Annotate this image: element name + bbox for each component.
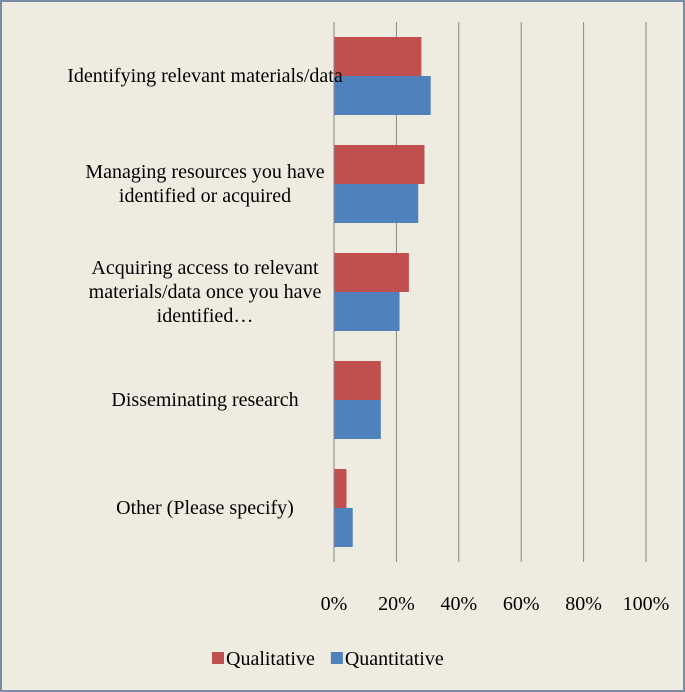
y-tick-label: Disseminating research — [111, 389, 299, 411]
legend-swatch — [212, 652, 224, 664]
y-tick-label: Other (Please specify) — [116, 497, 294, 519]
x-tick-label: 100% — [623, 593, 670, 615]
x-tick-label: 60% — [503, 593, 540, 615]
y-tick-label: Managing resources you have identified o… — [85, 161, 325, 207]
bar — [334, 292, 400, 331]
bar — [334, 253, 409, 292]
bar — [334, 361, 381, 400]
y-tick-label: Acquiring access to relevant materials/d… — [88, 257, 322, 327]
legend-label: Qualitative — [226, 648, 315, 670]
x-tick-label: 40% — [440, 593, 477, 615]
y-tick-label: Identifying relevant materials/data — [67, 65, 343, 87]
bar — [334, 400, 381, 439]
x-tick-label: 80% — [565, 593, 602, 615]
x-tick-label: 0% — [321, 593, 348, 615]
bar — [334, 37, 422, 76]
legend-label: Quantitative — [345, 648, 444, 670]
x-tick-label: 20% — [378, 593, 415, 615]
bar — [334, 76, 431, 115]
bar — [334, 508, 353, 547]
bar — [334, 184, 419, 223]
bar — [334, 145, 425, 184]
legend-swatch — [330, 652, 343, 664]
bar — [334, 469, 347, 508]
